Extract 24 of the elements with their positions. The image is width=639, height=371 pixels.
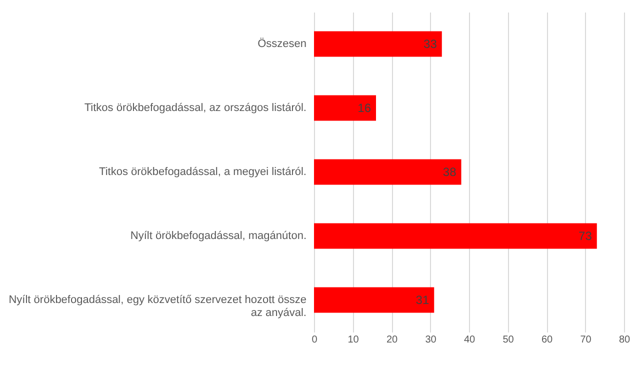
x-tick-label: 40 xyxy=(464,334,476,346)
data-label: 31 xyxy=(416,293,430,307)
y-tick-label: Titkos örökbefogadással, a megyei listáról. xyxy=(99,166,306,178)
x-tick-label: 30 xyxy=(425,334,437,346)
y-tick-label: Titkos örökbefogadással, az országos listáról. xyxy=(84,102,306,114)
x-tick-label: 20 xyxy=(386,334,398,346)
bar xyxy=(314,223,597,249)
x-tick-label: 50 xyxy=(502,334,514,346)
data-label: 38 xyxy=(442,165,457,179)
bar xyxy=(314,95,376,121)
x-tick-label: 10 xyxy=(348,334,360,346)
y-tick-label: Nyílt örökbefogadással, magánúton. xyxy=(130,230,306,242)
bar xyxy=(314,287,434,313)
x-tick-label: 70 xyxy=(580,334,592,346)
bar xyxy=(314,159,462,185)
data-label: 73 xyxy=(578,229,592,243)
x-tick-label: 60 xyxy=(541,334,553,346)
data-label: 33 xyxy=(424,37,438,51)
y-tick-label: Nyílt örökbefogadással, egy közvetítő szervezet hozott össze az anyával. xyxy=(8,294,306,319)
y-tick-label: Összesen xyxy=(258,37,306,50)
bar xyxy=(314,31,442,57)
x-tick-label: 0 xyxy=(312,334,318,346)
data-label: 16 xyxy=(358,101,372,115)
x-tick-label: 80 xyxy=(618,334,630,346)
